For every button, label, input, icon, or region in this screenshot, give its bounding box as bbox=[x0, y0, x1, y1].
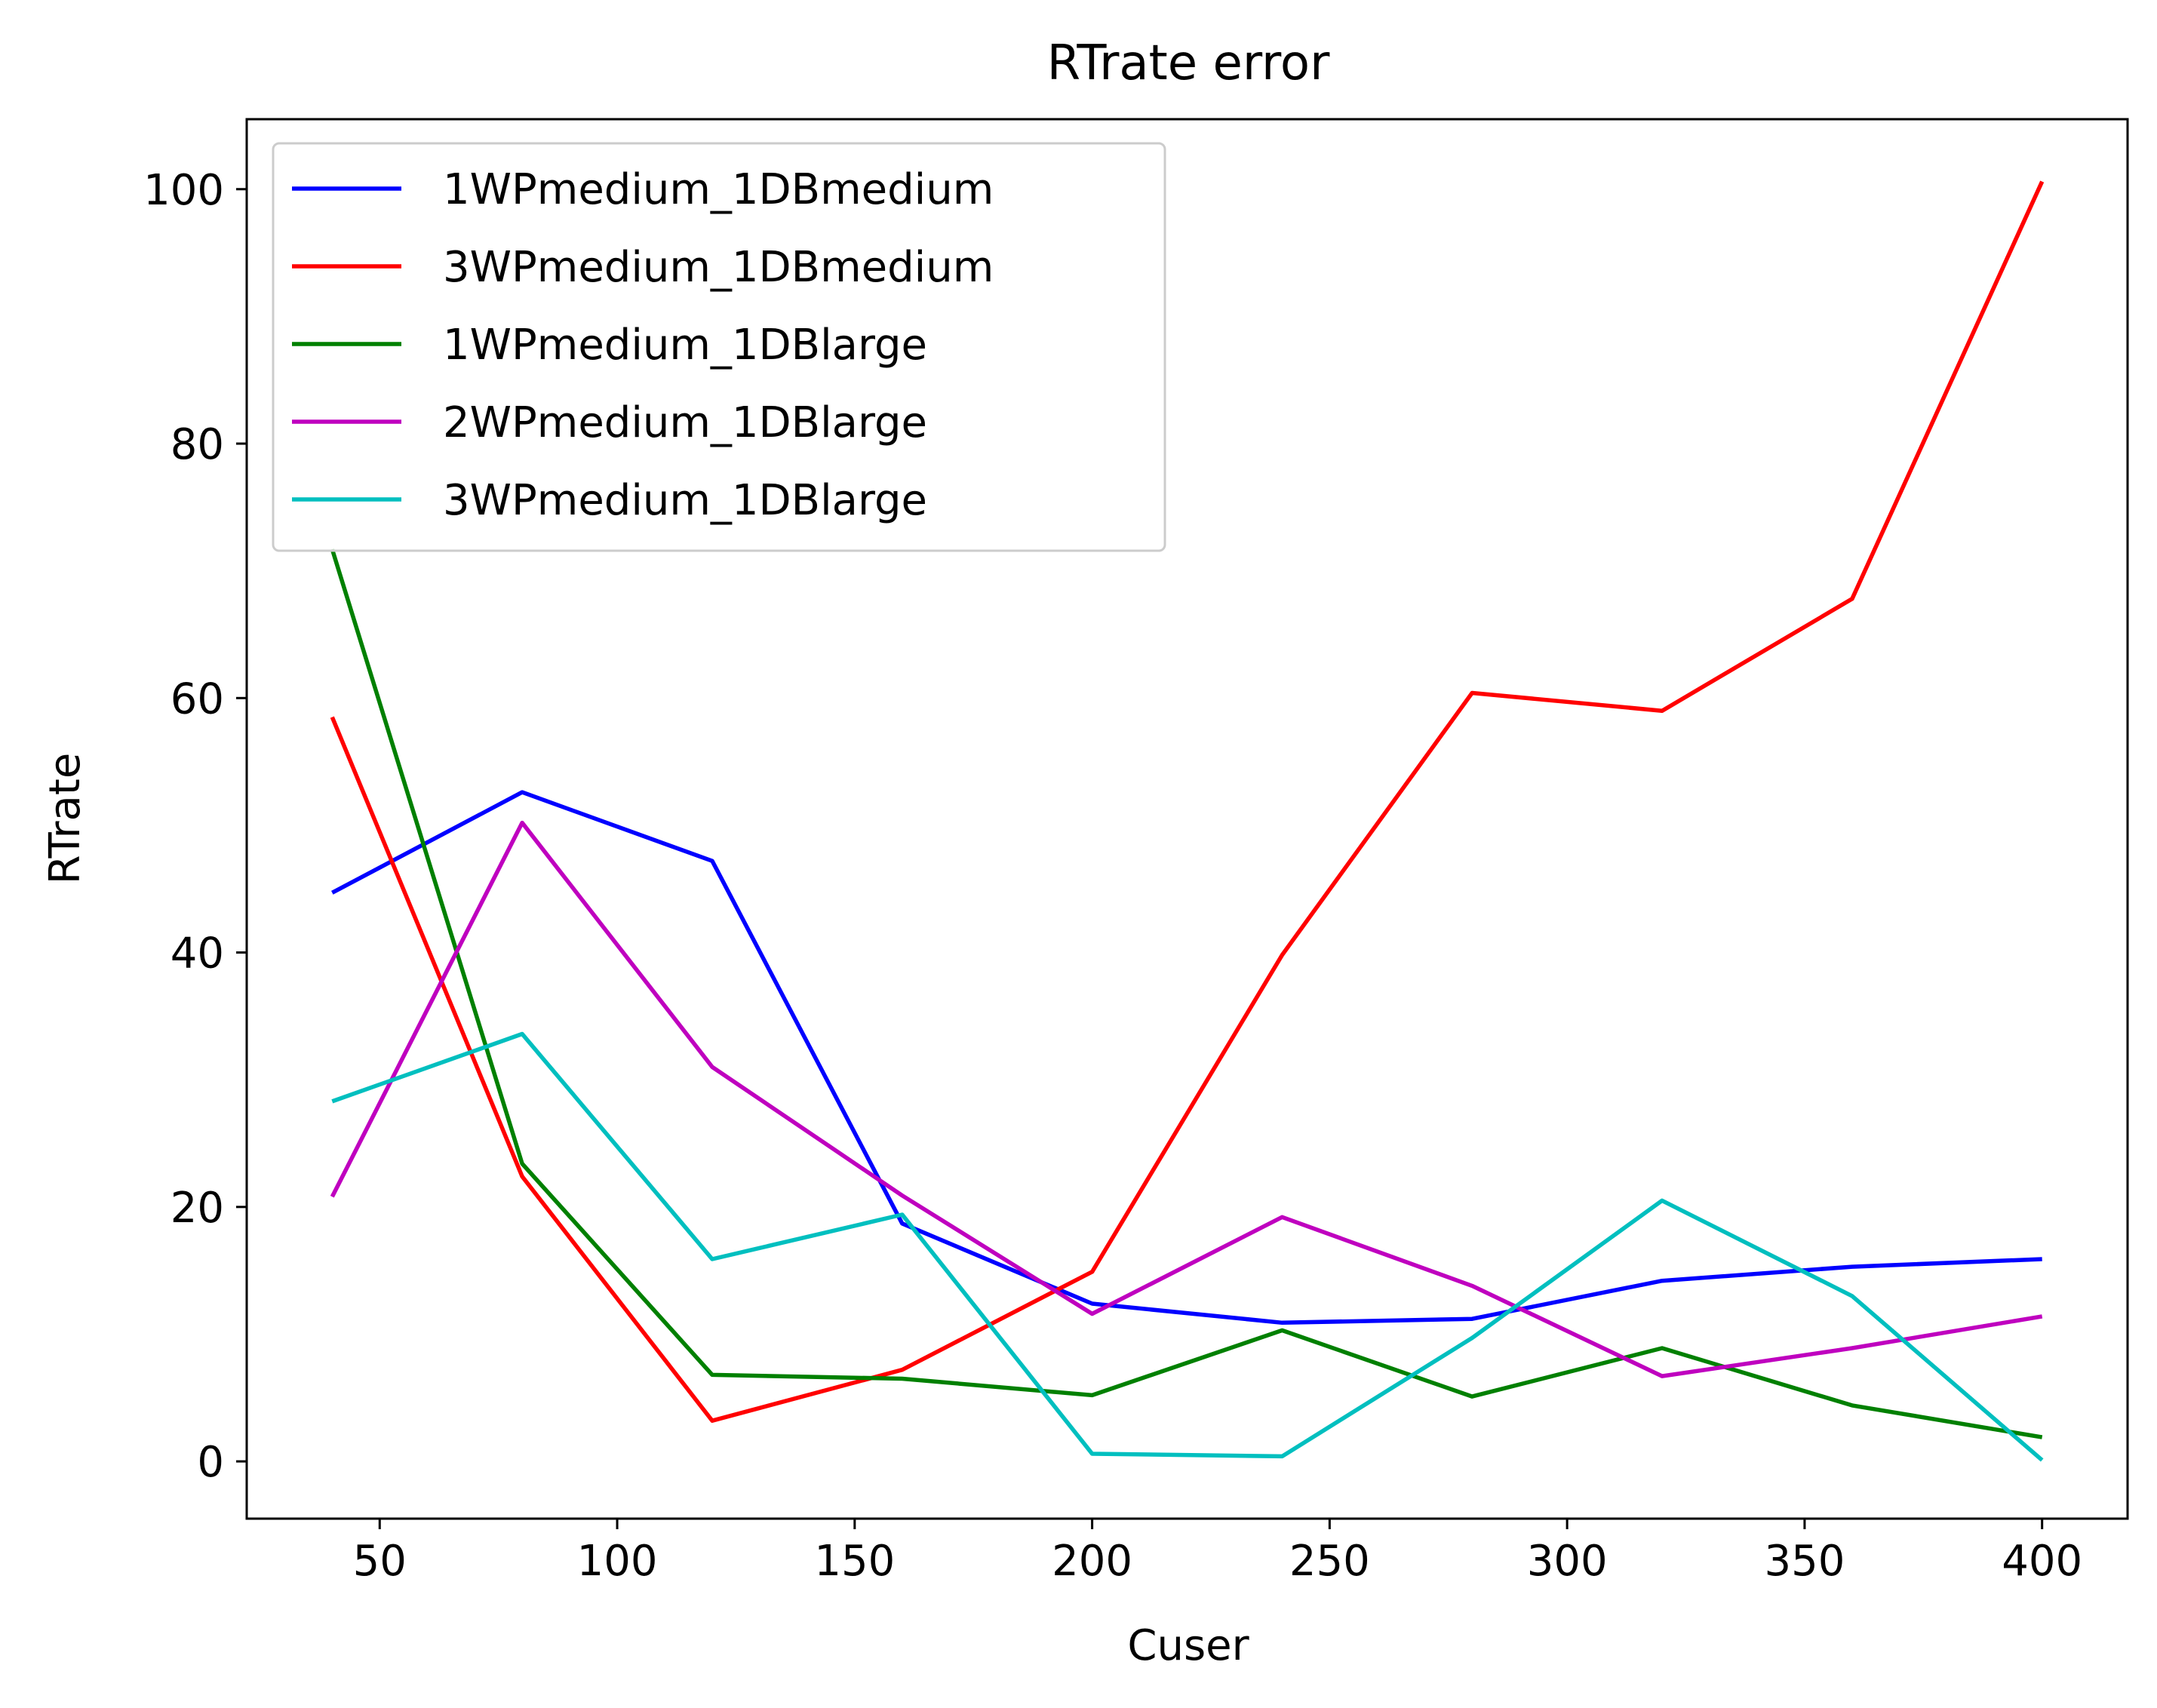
y-tick-label: 80 bbox=[171, 420, 224, 469]
x-tick-label: 100 bbox=[577, 1537, 658, 1586]
x-tick-label: 250 bbox=[1289, 1537, 1370, 1586]
y-axis: 0 20 40 60 80 100 bbox=[143, 166, 247, 1487]
legend-label: 1WPmedium_1DBlarge bbox=[443, 321, 927, 370]
y-tick-label: 0 bbox=[197, 1438, 224, 1487]
x-tick-label: 300 bbox=[1527, 1537, 1608, 1586]
legend-box bbox=[272, 142, 1166, 552]
series-line-2 bbox=[330, 180, 2045, 1423]
series-line-3 bbox=[330, 548, 2043, 1439]
x-tick-label: 400 bbox=[2002, 1537, 2082, 1586]
x-axis: 50 100 150 200 250 300 350 400 bbox=[353, 1519, 2082, 1586]
y-tick-label: 40 bbox=[171, 929, 224, 978]
x-tick-label: 150 bbox=[814, 1537, 895, 1586]
y-tick-label: 20 bbox=[171, 1184, 224, 1233]
y-axis-label: RTrate bbox=[41, 753, 90, 885]
legend-label: 3WPmedium_1DBmedium bbox=[443, 243, 994, 292]
legend: 1WPmedium_1DBmedium 3WPmedium_1DBmedium 1W… bbox=[272, 142, 1166, 552]
series-line-4 bbox=[330, 820, 2043, 1378]
legend-label: 2WPmedium_1DBlarge bbox=[443, 398, 927, 447]
x-tick-label: 350 bbox=[1764, 1537, 1845, 1586]
x-tick-label: 200 bbox=[1052, 1537, 1132, 1586]
x-tick-label: 50 bbox=[353, 1537, 407, 1586]
plot-frame bbox=[245, 118, 2129, 1520]
series-line-1 bbox=[331, 790, 2042, 1326]
legend-label: 3WPmedium_1DBlarge bbox=[443, 476, 927, 525]
y-tick-label: 100 bbox=[143, 166, 224, 215]
chart-title: RTrate error bbox=[1047, 35, 1330, 91]
legend-label: 1WPmedium_1DBmedium bbox=[443, 165, 994, 214]
y-tick-label: 60 bbox=[171, 674, 224, 723]
x-axis-label: Cuser bbox=[1127, 1621, 1249, 1670]
series-line-5 bbox=[331, 1031, 2044, 1462]
plot-lines bbox=[330, 180, 2045, 1462]
